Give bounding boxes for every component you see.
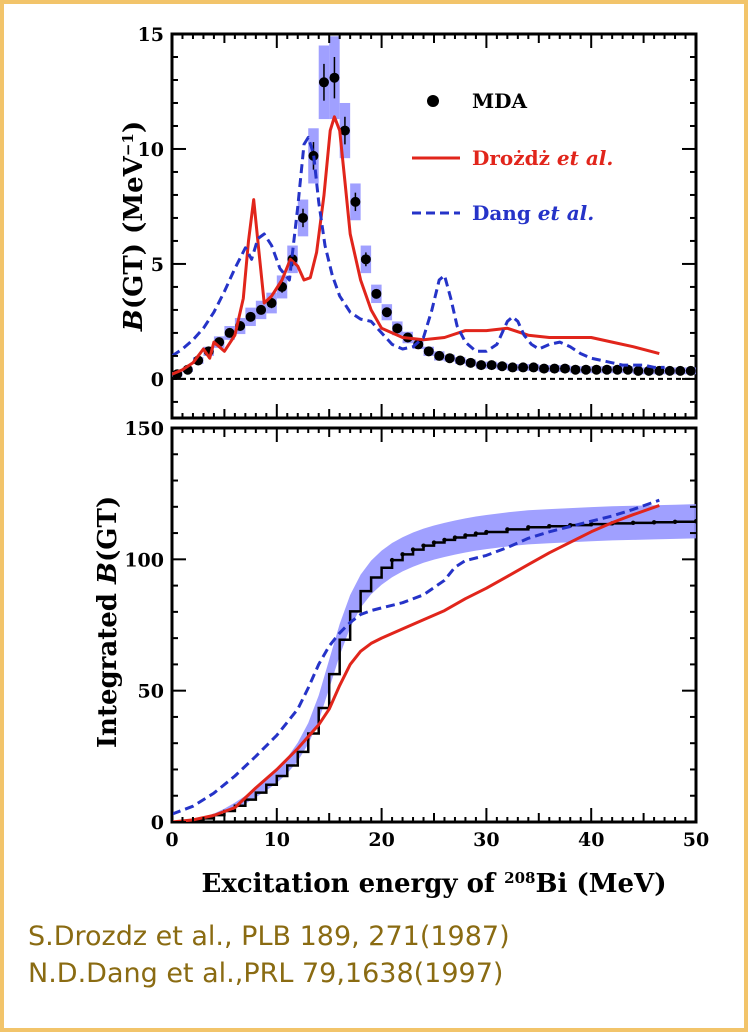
bottom-ticks [171,427,697,823]
bottom-panel: 0 50 100 150 0 10 20 30 40 50 Integrated B(GT) E… [93,418,709,899]
bottom-mda-point [442,537,447,543]
bottom-ytick-label: 0 [151,812,164,834]
bottom-xtick-labels: 0 10 20 30 40 50 [165,829,709,851]
bottom-plot-area [172,498,696,822]
bottom-xtick-label: 50 [683,829,709,851]
top-mda-point [266,298,277,309]
bottom-mda-point [672,519,678,524]
bottom-mda-point [473,531,479,536]
bottom-mda-point [693,519,696,524]
top-mda-point [298,212,308,223]
bottom-xtick-label: 20 [368,829,394,851]
top-mda-point [329,72,340,83]
top-mda-point [350,196,361,207]
top-mda-point [318,77,329,88]
bottom-mda-point [589,521,594,527]
bottom-mda-point [431,540,437,545]
top-mda-point [612,364,623,375]
top-mda-point [518,362,529,373]
bottom-mda-error-band [172,504,696,822]
top-mda-point [256,304,267,315]
top-mda-point [444,353,455,364]
bottom-mda-point [630,520,636,526]
top-mda-point [570,364,581,375]
top-mda-point [539,363,550,374]
bottom-xlabel: Excitation energy of 208Bi (MeV) [202,869,667,899]
bottom-mda-point [651,520,657,525]
top-ylabel: B(GT) (MeV−1) [119,121,149,332]
bottom-xtick-label: 40 [578,829,604,851]
bottom-xtick-label: 0 [165,829,178,851]
top-mda-point [591,364,602,375]
top-mda-point [675,365,686,376]
bottom-ytick-labels: 0 50 100 150 [124,418,164,834]
bottom-mda-point [547,524,552,529]
bottom-ytick-label: 100 [124,549,164,571]
top-mda-point [633,365,644,376]
top-mda-point [434,350,445,361]
top-mda-point [622,364,633,375]
citation-dang: N.D.Dang et al.,PRL 79,1638(1997) [28,958,504,989]
top-dang-line [172,136,665,369]
legend-mda-label: MDA [472,89,527,113]
bottom-mda-point [463,533,468,538]
bottom-mda-point [452,535,458,540]
bottom-mda-point [505,527,510,532]
top-ytick-labels: 0 5 10 15 [138,24,164,391]
top-mda-point [465,357,476,368]
top-ytick-label: 5 [151,254,164,276]
citation-drozdz: S.Drozdz et al., PLB 189, 271(1987) [28,921,510,952]
figure: 0 5 10 15 B(GT) (MeV−1) MDA Drożdż et al. D… [93,24,709,899]
top-mda-point [497,361,508,372]
top-mda-point [455,355,466,366]
bottom-xtick-label: 30 [473,829,499,851]
citation-block: S.Drozdz et al., PLB 189, 271(1987) N.D.… [28,918,740,992]
top-mda-point [560,363,570,374]
top-mda-point [580,364,591,375]
top-mda-point [339,125,350,136]
top-mda-point [245,311,256,322]
top-mda-point [360,254,371,265]
top-panel: 0 5 10 15 B(GT) (MeV−1) MDA Drożdż et al. D… [119,24,698,420]
top-mda-point [664,365,675,376]
legend: MDA Drożdż et al. Dang et al. [412,89,613,225]
top-mda-point [476,360,487,371]
top-mda-point [549,363,560,374]
top-mda-point [423,346,434,357]
top-drozdz-line [172,115,660,376]
bottom-mda-point [400,552,405,557]
top-ytick-label: 15 [138,24,164,46]
bottom-ytick-label: 150 [124,418,164,440]
bottom-ylabel: Integrated B(GT) [93,496,123,748]
bottom-mda-point [410,547,416,552]
legend-dang-label: Dang et al. [472,201,594,225]
top-ytick-label: 0 [151,369,164,391]
top-mda-point [601,364,612,375]
bottom-mda-point [389,557,395,563]
legend-mda-marker [427,95,439,107]
bottom-ytick-label: 50 [138,681,164,703]
bottom-plot-frame [170,426,698,824]
top-mda-point [685,365,696,376]
legend-drozdz-label: Drożdż et al. [472,146,613,170]
top-mda-point [528,362,539,373]
bottom-dang-line [172,498,660,816]
top-mda-point [643,365,654,376]
top-ytick-label: 10 [138,139,164,161]
top-ticks [171,33,697,418]
bottom-mda-point [421,543,426,548]
bottom-mda-point [526,525,531,530]
top-plot-area [172,36,696,380]
bottom-mda-step-line [172,520,696,822]
top-mda-point [507,362,518,373]
bottom-mda-point [484,529,489,535]
bottom-xtick-label: 10 [264,829,290,851]
top-mda-point [392,323,403,334]
bottom-drozdz-line [172,504,660,822]
top-mda-point [224,327,235,338]
top-mda-point [371,288,382,299]
top-mda-point [486,360,497,371]
top-mda-point [381,307,392,318]
top-mda-point [413,339,424,350]
